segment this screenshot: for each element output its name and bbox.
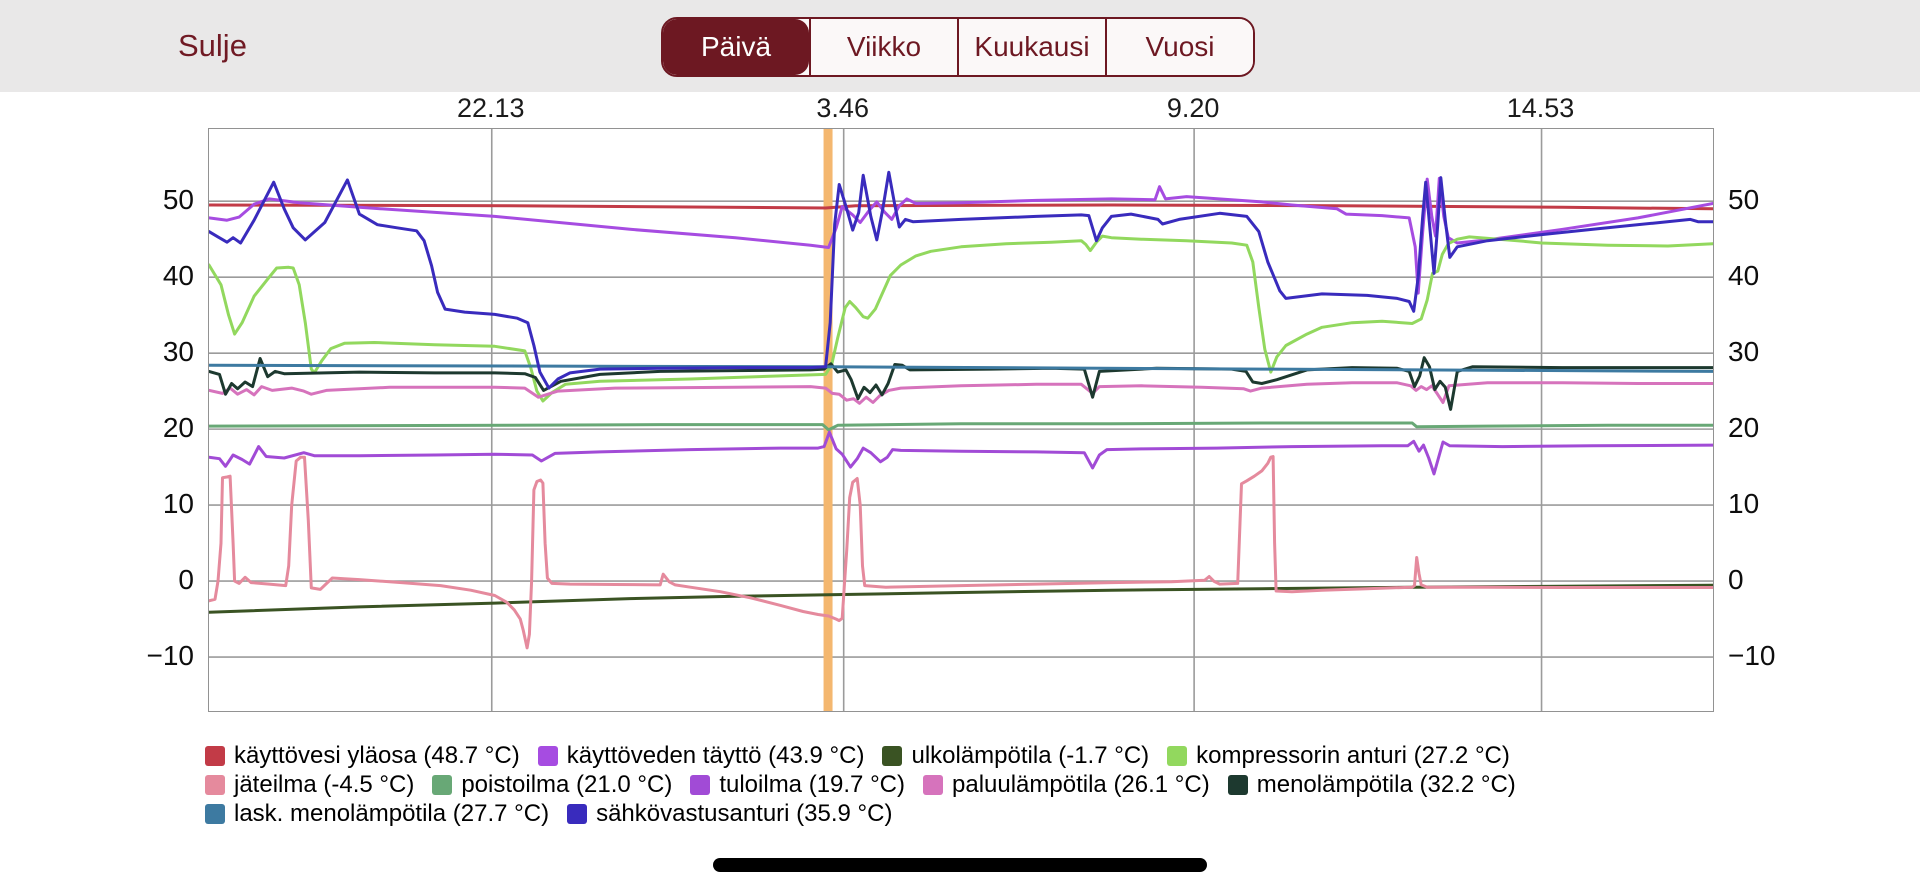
legend-label: jäteilma (-4.5 °C) [234,770,415,798]
series-line-sähkövastusanturi [209,170,1713,390]
time-cursor-line[interactable] [823,129,833,711]
legend-label: sähkövastusanturi (35.9 °C) [596,799,893,827]
series-line-lask-menolämpötila [209,363,1713,373]
y-axis-tick-label-left: 40 [162,260,194,292]
legend-row: käyttövesi yläosa (48.7 °C) käyttöveden t… [205,741,1534,770]
legend-item-käyttövesi-yläosa: käyttövesi yläosa (48.7 °C) [205,742,520,770]
close-button[interactable]: Sulje [178,28,247,63]
y-axis-tick-label-right: 20 [1728,412,1760,444]
chart-legend: käyttövesi yläosa (48.7 °C) käyttöveden t… [205,741,1534,828]
series-line-ulkolämpötila [209,583,1713,614]
legend-swatch [432,774,453,795]
legend-label: lask. menolämpötila (27.7 °C) [234,799,550,827]
series-line-tuloilma [209,430,1713,476]
legend-item-kompressorin-anturi: kompressorin anturi (27.2 °C) [1167,742,1510,770]
y-axis-tick-label-right: 50 [1728,184,1760,216]
legend-label: menolämpötila (32.2 °C) [1256,770,1516,798]
series-line-paluulämpötila [209,381,1713,405]
legend-label: käyttöveden täyttö (43.9 °C) [566,741,865,769]
y-axis-tick-label-right: −10 [1728,640,1776,672]
series-line-käyttöveden-täyttö [209,176,1713,295]
tab-kuukausi[interactable]: Kuukausi [957,19,1105,75]
legend-item-jäteilma: jäteilma (-4.5 °C) [205,771,414,799]
legend-label: ulkolämpötila (-1.7 °C) [911,741,1150,769]
legend-label: käyttövesi yläosa (48.7 °C) [234,741,520,769]
series-line-käyttövesi-yläosa [209,203,1713,211]
y-axis-tick-label-right: 10 [1728,488,1760,520]
legend-item-menolämpötila: menolämpötila (32.2 °C) [1227,770,1516,799]
legend-label: poistoilma (21.0 °C) [461,770,673,798]
legend-label: kompressorin anturi (27.2 °C) [1196,741,1510,769]
series-line-menolämpötila [209,356,1713,411]
legend-item-ulkolämpötila: ulkolämpötila (-1.7 °C) [882,742,1149,770]
x-axis-tick-label: 22.13 [456,93,525,123]
y-axis-tick-label-right: 30 [1728,336,1760,368]
x-axis-tick-label: 9.20 [1166,93,1220,123]
legend-label: tuloilma (19.7 °C) [719,770,905,798]
y-axis-tick-label-right: 40 [1728,260,1760,292]
y-axis-tick-label-left: 20 [162,412,194,444]
legend-swatch [1227,774,1248,795]
legend-item-poistoilma: poistoilma (21.0 °C) [432,771,672,799]
legend-swatch [882,745,903,766]
y-axis-tick-label-left: 30 [162,336,194,368]
series-line-jäteilma [209,455,1713,650]
legend-swatch [923,774,943,795]
legend-swatch [537,745,558,766]
legend-swatch [205,745,225,766]
series-line-poistoilma [209,421,1713,432]
y-axis-tick-label-left: −10 [146,640,195,672]
legend-swatch [205,774,225,795]
legend-label: paluulämpötila (26.1 °C) [952,770,1210,798]
legend-row: jäteilma (-4.5 °C) poistoilma (21.0 °C) tu… [205,770,1534,799]
x-axis-tick-label: 3.46 [816,93,869,123]
legend-swatch [1167,745,1188,766]
y-axis-tick-label-right: 0 [1728,564,1744,596]
y-axis-tick-label-left: 10 [162,488,194,520]
y-axis-tick-label-left: 0 [178,564,194,596]
series-line-kompressorin-anturi [209,234,1713,403]
chart-plot-area[interactable] [208,128,1714,712]
x-axis-tick-label: 14.53 [1506,93,1575,123]
time-range-segmented-control: Päivä Viikko Kuukausi Vuosi [661,17,1255,77]
legend-swatch [567,803,588,824]
home-indicator[interactable] [713,858,1207,872]
legend-item-lask-menolämpötila: lask. menolämpötila (27.7 °C) [205,800,549,828]
legend-swatch [205,803,225,824]
legend-item-käyttöveden-täyttö: käyttöveden täyttö (43.9 °C) [537,741,865,770]
legend-item-paluulämpötila: paluulämpötila (26.1 °C) [923,771,1210,799]
legend-item-tuloilma: tuloilma (19.7 °C) [690,771,905,799]
tab-vuosi[interactable]: Vuosi [1105,19,1253,75]
tab-päivä[interactable]: Päivä [663,19,809,75]
tab-viikko[interactable]: Viikko [809,19,957,75]
legend-swatch [690,774,711,795]
top-bar: Sulje Päivä Viikko Kuukausi Vuosi [0,0,1920,92]
y-axis-tick-label-left: 50 [162,184,194,216]
temperature-line-chart [209,129,1713,711]
legend-item-sähkövastusanturi: sähkövastusanturi (35.9 °C) [567,800,892,828]
legend-row: lask. menolämpötila (27.7 °C) sähkövastus… [205,799,1534,828]
